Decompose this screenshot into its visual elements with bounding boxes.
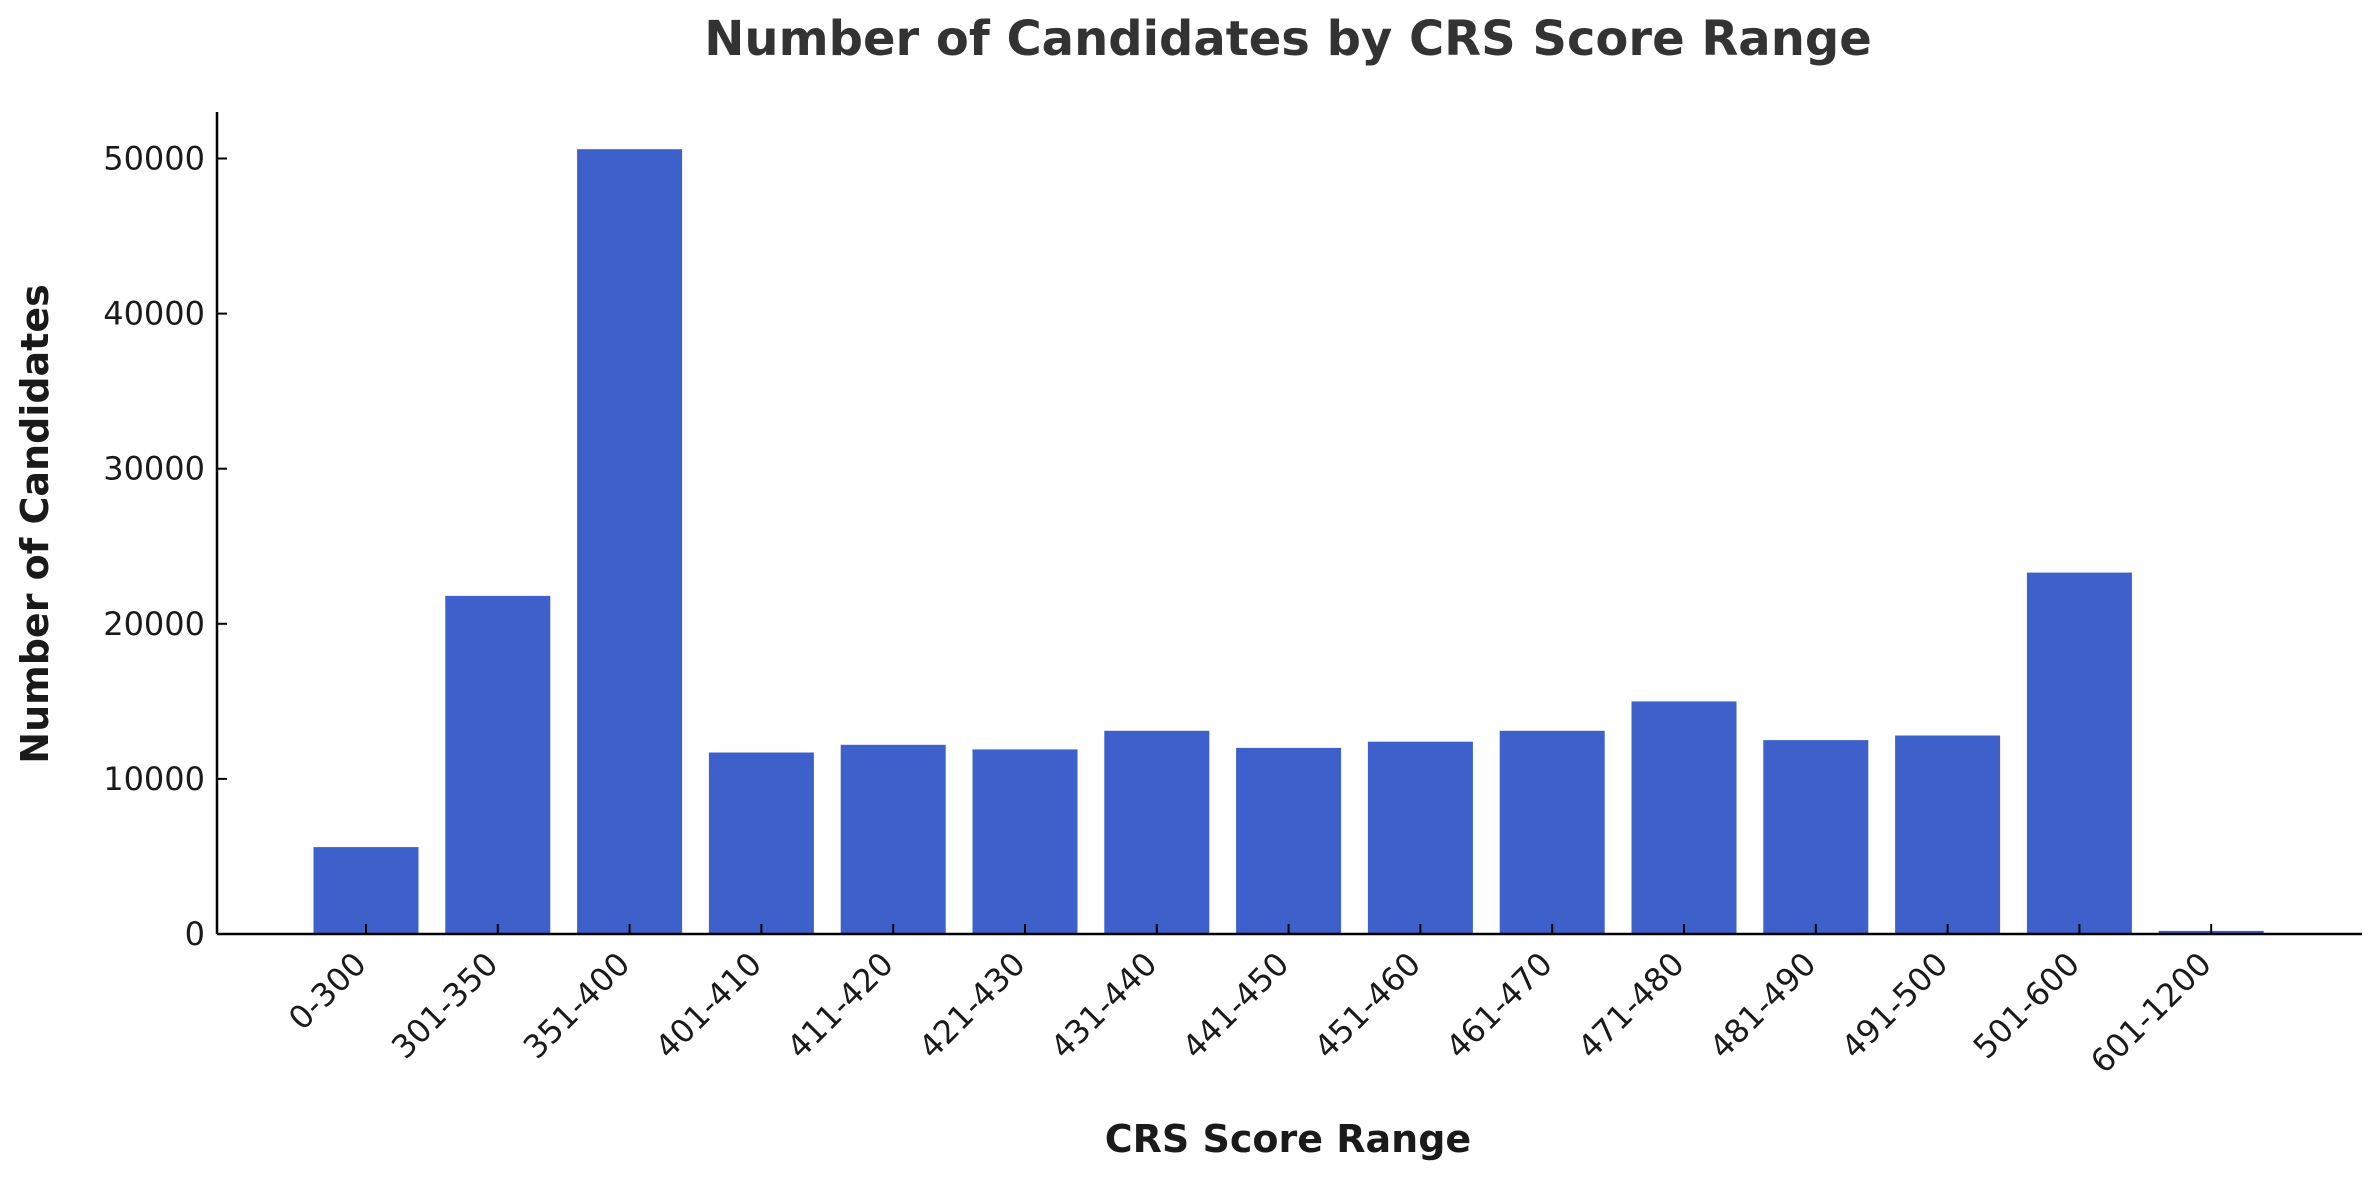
y-tick-label: 20000 (103, 605, 205, 643)
bar-481-490 (1763, 740, 1869, 934)
bar-451-460 (1367, 741, 1473, 934)
y-tick-label: 0 (185, 915, 205, 953)
x-tick-label: 461-470 (1438, 945, 1559, 1066)
x-tick-label: 491-500 (1834, 945, 1955, 1066)
y-tick-label: 30000 (103, 450, 205, 488)
bar-351-400 (577, 149, 683, 934)
bar-501-600 (2026, 572, 2132, 934)
x-tick-label: 601-1200 (2083, 945, 2219, 1081)
y-ticks-group: 0 10000 20000 30000 40000 50000 (103, 140, 227, 953)
bar-431-440 (1104, 730, 1210, 934)
x-tick-label: 471-480 (1570, 945, 1691, 1066)
x-tick-label: 411-420 (779, 945, 900, 1066)
x-tick-label: 451-460 (1307, 945, 1428, 1066)
bar-491-500 (1895, 735, 2001, 934)
bar-461-470 (1499, 730, 1605, 934)
bar-411-420 (840, 744, 946, 934)
y-tick-label: 50000 (103, 140, 205, 178)
y-axis-label: Number of Candidates (13, 284, 57, 763)
bar-0-300 (313, 847, 419, 934)
x-tick-label: 441-450 (1175, 945, 1296, 1066)
y-tick-label: 10000 (103, 760, 205, 798)
y-tick-label: 40000 (103, 295, 205, 333)
x-tick-label: 401-410 (648, 945, 769, 1066)
x-tick-label: 421-430 (911, 945, 1032, 1066)
chart-title: Number of Candidates by CRS Score Range (704, 11, 1872, 67)
x-tick-label: 481-490 (1702, 945, 1823, 1066)
bars-group (313, 149, 2264, 934)
bar-401-410 (708, 752, 814, 934)
x-tick-label: 301-350 (384, 945, 505, 1066)
bar-471-480 (1631, 701, 1737, 934)
bar-441-450 (1236, 747, 1342, 934)
x-tick-label: 431-440 (1043, 945, 1164, 1066)
x-ticks-group: 0-300 301-350 351-400 401-410 411-420 421-430… (281, 924, 2219, 1081)
bar-301-350 (445, 595, 551, 934)
x-tick-label: 501-600 (1966, 945, 2087, 1066)
x-axis-label: CRS Score Range (1105, 1117, 1471, 1161)
x-tick-label: 351-400 (516, 945, 637, 1066)
bar-421-430 (972, 749, 1078, 934)
x-tick-label: 0-300 (281, 945, 374, 1038)
